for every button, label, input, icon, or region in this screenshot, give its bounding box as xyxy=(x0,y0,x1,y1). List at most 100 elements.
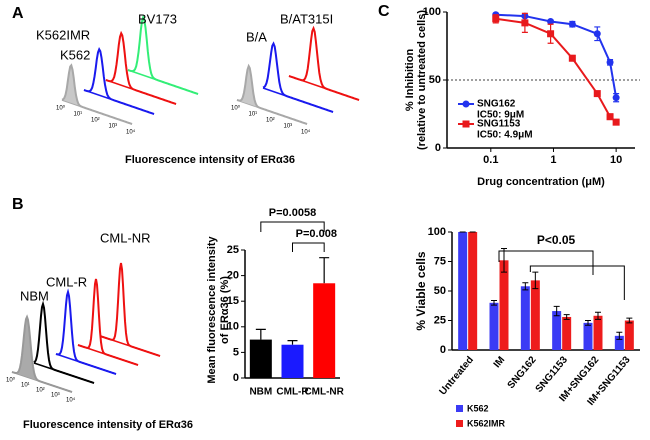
histogram xyxy=(127,14,199,95)
bracket xyxy=(498,250,594,275)
legend-marker xyxy=(462,120,470,128)
legend-label: K562 xyxy=(467,403,489,413)
y-axis-label: of ERα36 (%) xyxy=(219,276,231,344)
y-tick-label: 10 xyxy=(227,321,239,333)
x-tick-label: IM xyxy=(492,355,508,371)
y-tick-label: 0 xyxy=(440,344,446,356)
bar xyxy=(624,320,634,350)
legend-label: SNG162 xyxy=(477,99,516,110)
axis-tick-label: 10³ xyxy=(109,124,118,130)
x-tick-label: CML-NR xyxy=(304,387,344,398)
error-bar xyxy=(255,328,266,340)
legend-annotation: IC50: 9μM xyxy=(477,110,524,121)
bar xyxy=(489,302,499,350)
bar xyxy=(562,316,572,350)
y-tick-label: 50 xyxy=(434,285,446,297)
error-bar xyxy=(585,320,591,326)
y-tick-label: 100 xyxy=(423,6,441,18)
y-tick-label: 75 xyxy=(434,255,446,267)
x-tick-label: 0.1 xyxy=(483,154,498,166)
marker xyxy=(606,58,614,66)
y-tick-label: 0 xyxy=(233,372,239,384)
axis-tick-label: 10³ xyxy=(51,393,60,399)
marker xyxy=(521,19,529,27)
axis-tick-label: 10⁴ xyxy=(301,129,311,136)
y-tick-label: 20 xyxy=(227,270,239,282)
x-axis-label: Fluorescence intensity of ERα36 xyxy=(23,419,193,431)
histogram xyxy=(262,41,334,113)
axis-tick-label: 10⁴ xyxy=(66,397,76,404)
marker xyxy=(612,94,620,102)
y-tick-label: 0 xyxy=(435,142,441,154)
marker xyxy=(593,90,601,98)
axis-tick-label: 10¹ xyxy=(249,112,258,118)
error-bar xyxy=(553,305,560,317)
y-tick-label: 5 xyxy=(233,346,239,358)
bar xyxy=(313,283,336,378)
histogram xyxy=(11,314,73,393)
histogram xyxy=(236,63,308,125)
legend-marker xyxy=(462,100,470,108)
error-bar xyxy=(501,248,507,273)
x-tick-label: 1 xyxy=(550,154,556,166)
y-tick-label: 100 xyxy=(428,226,446,238)
marker xyxy=(547,30,555,38)
x-tick-label: 10 xyxy=(610,154,622,166)
marker xyxy=(568,54,576,62)
annotation: P=0.0058 xyxy=(269,207,316,219)
y-axis-label: (relative to untreated cells) xyxy=(416,10,428,150)
flow-label: B/AT315I xyxy=(280,11,333,26)
axis-tick-label: 10⁰ xyxy=(6,377,16,384)
axis-tick-label: 10² xyxy=(36,388,45,394)
axis-tick-label: 10² xyxy=(266,118,275,124)
panel-letter: C xyxy=(378,3,390,20)
bracket xyxy=(529,265,625,300)
x-tick-label: CML-R xyxy=(276,387,309,398)
histogram xyxy=(33,300,95,384)
marker xyxy=(492,15,500,23)
marker xyxy=(568,20,576,28)
bracket xyxy=(260,221,325,232)
error-bar xyxy=(522,282,529,291)
flow-label: BV173 xyxy=(138,11,177,26)
bar xyxy=(520,286,530,350)
flow-label: K562 xyxy=(60,47,90,62)
bar xyxy=(281,344,304,378)
annotation: P<0.05 xyxy=(537,233,576,247)
marker xyxy=(593,30,601,38)
error-bar xyxy=(626,317,633,324)
error-bar xyxy=(532,271,539,290)
x-axis-label: Fluorescence intensity of ERα36 xyxy=(125,154,295,166)
legend-swatch xyxy=(456,420,463,427)
histogram xyxy=(288,25,360,101)
bar xyxy=(593,315,603,350)
axis-tick-label: 10² xyxy=(91,118,100,124)
axis-tick-label: 10⁴ xyxy=(126,129,136,136)
marker xyxy=(606,113,614,121)
error-bar xyxy=(595,311,601,320)
flow-label: CML-NR xyxy=(100,230,151,245)
y-tick-label: 15 xyxy=(227,295,239,307)
x-tick-label: NBM xyxy=(249,387,272,398)
error-bar xyxy=(319,257,330,284)
legend-label: SNG1153 xyxy=(477,119,521,130)
y-tick-label: 50 xyxy=(429,74,441,86)
flow-label: NBM xyxy=(20,288,49,303)
error-bar xyxy=(491,299,497,306)
axis-tick-label: 10¹ xyxy=(74,112,83,118)
flow-label: CML-R xyxy=(46,274,87,289)
error-bar xyxy=(563,314,570,320)
axis-tick-label: 10⁰ xyxy=(56,105,66,112)
flow-label: K562IMR xyxy=(36,27,90,42)
histogram xyxy=(105,30,177,105)
y-tick-label: 25 xyxy=(434,314,446,326)
flow-label: B/A xyxy=(246,29,267,44)
legend-label: K562IMR xyxy=(467,418,506,428)
panel-letter: A xyxy=(12,5,24,22)
bar xyxy=(614,335,624,350)
bar xyxy=(249,339,272,378)
y-axis-label: % Inhibition xyxy=(404,49,416,112)
histogram xyxy=(61,63,133,125)
axis-tick-label: 10³ xyxy=(284,124,293,130)
